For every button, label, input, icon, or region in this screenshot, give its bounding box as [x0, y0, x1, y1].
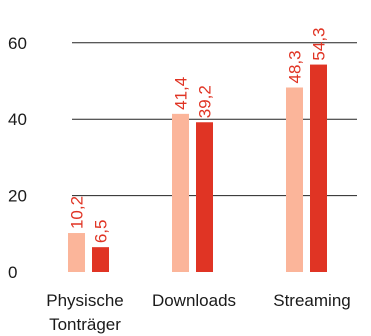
y-tick-label-0: 0 — [8, 263, 17, 282]
value-label-layer: 10,2 41,4 48,3 6,5 39,2 54,3 — [68, 27, 329, 243]
value-label-series1-1: 10,2 — [68, 196, 87, 229]
value-label-series1-3: 48,3 — [286, 50, 305, 83]
y-tick-label-20: 20 — [8, 187, 27, 206]
category-label-2: Downloads — [152, 291, 236, 310]
value-label-series1-2: 41,4 — [172, 77, 191, 110]
category-label-line: Physische — [46, 291, 123, 310]
y-tick-label-60: 60 — [8, 34, 27, 53]
bar-series2-2 — [196, 122, 213, 272]
category-label-line: Downloads — [152, 291, 236, 310]
y-tick-label-40: 40 — [8, 110, 27, 129]
category-label-3: Streaming — [273, 291, 350, 310]
y-axis-ticks: 0 20 40 60 — [8, 34, 27, 282]
value-label-series2-2: 39,2 — [196, 85, 215, 118]
category-label-line: Tonträger — [49, 315, 121, 334]
category-label-line: Streaming — [273, 291, 350, 310]
value-label-series2-3: 54,3 — [310, 27, 329, 60]
bar-layer — [68, 64, 327, 273]
bar-series1-1 — [68, 233, 85, 272]
value-label-series2-1: 6,5 — [92, 220, 111, 244]
category-label-1: Physische Tonträger — [46, 291, 123, 334]
bar-series2-1 — [92, 247, 109, 272]
bar-series1-3 — [286, 87, 303, 272]
bar-series1-2 — [172, 113, 189, 273]
bar-series2-3 — [310, 64, 327, 272]
grid-layer — [72, 42, 357, 197]
x-axis-categories: Physische Tonträger Downloads Streaming — [46, 291, 350, 334]
